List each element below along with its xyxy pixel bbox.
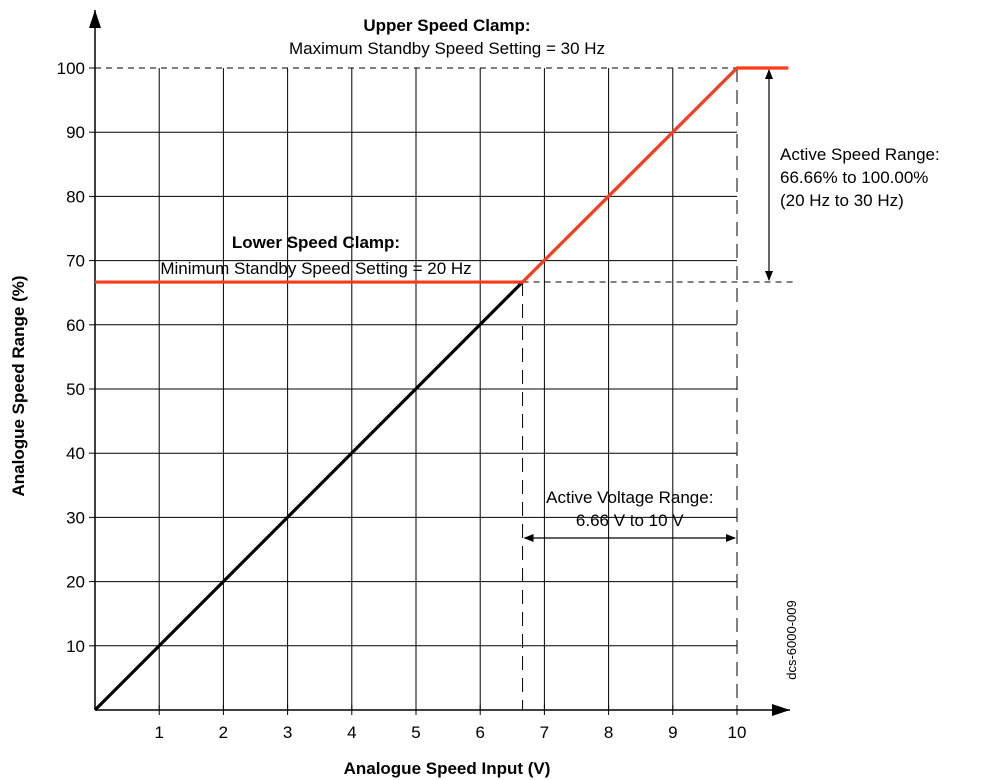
- y-tick-label: 90: [66, 123, 85, 142]
- clamped-response-line: [95, 66, 789, 284]
- x-tick-label: 1: [154, 723, 163, 742]
- upper-clamp-text: Maximum Standby Speed Setting = 30 Hz: [289, 39, 605, 58]
- y-tick-label: 20: [66, 573, 85, 592]
- x-tick-label: 10: [728, 723, 747, 742]
- y-tick-label: 100: [57, 59, 85, 78]
- x-axis-arrow: [772, 704, 790, 716]
- figure-code: dcs-6000-009: [784, 600, 799, 680]
- y-tick-label: 60: [66, 316, 85, 335]
- y-tick-label: 30: [66, 508, 85, 527]
- y-tick-label: 80: [66, 187, 85, 206]
- y-tick-label: 10: [66, 637, 85, 656]
- lower-clamp-text: Minimum Standby Speed Setting = 20 Hz: [160, 259, 471, 278]
- y-axis-arrow: [89, 10, 101, 28]
- axes: [89, 10, 790, 716]
- series: [93, 66, 789, 712]
- active-speed-range-label: (20 Hz to 30 Hz): [780, 191, 904, 210]
- x-tick-label: 3: [283, 723, 292, 742]
- y-tick-label: 70: [66, 252, 85, 271]
- x-tick-label: 9: [668, 723, 677, 742]
- active-speed-range-label: 66.66% to 100.00%: [780, 168, 928, 187]
- annotations: Upper Speed Clamp: Maximum Standby Speed …: [160, 16, 939, 680]
- x-tick-label: 6: [475, 723, 484, 742]
- x-tick-label: 8: [604, 723, 613, 742]
- active-voltage-range-label: 6.66 V to 10 V: [576, 511, 684, 530]
- x-tick-label: 2: [219, 723, 228, 742]
- y-tick-label: 50: [66, 380, 85, 399]
- x-tick-label: 5: [411, 723, 420, 742]
- y-tick-label: 40: [66, 444, 85, 463]
- upper-clamp-title: Upper Speed Clamp:: [363, 16, 530, 35]
- linear-response-line: [93, 280, 524, 712]
- active-voltage-range-label: Active Voltage Range:: [546, 488, 713, 507]
- x-axis-title: Analogue Speed Input (V): [344, 759, 551, 778]
- lower-clamp-title: Lower Speed Clamp:: [232, 233, 400, 252]
- reference-lines: [95, 67, 794, 710]
- tick-labels: 1 2 3 4 5 6 7 8 9 10 10 20 30 40 50 60 70 80 90 100: [57, 59, 747, 742]
- x-tick-label: 4: [347, 723, 356, 742]
- x-tick-label: 7: [540, 723, 549, 742]
- y-axis-title: Analogue Speed Range (%): [9, 275, 28, 496]
- active-speed-range-label: Active Speed Range:: [780, 145, 940, 164]
